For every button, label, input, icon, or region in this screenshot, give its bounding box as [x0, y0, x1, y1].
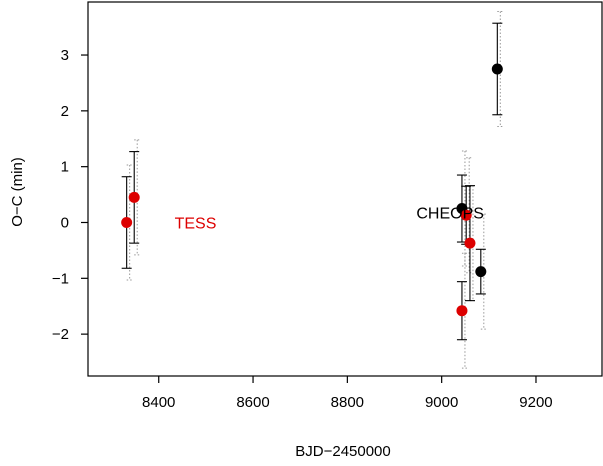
- y-axis-title: O−C (min): [9, 157, 26, 227]
- data-point: [121, 216, 133, 228]
- data-point: [475, 266, 487, 278]
- y-tick-label: 2: [61, 103, 69, 120]
- data-point: [460, 209, 472, 221]
- data-point: [491, 63, 503, 75]
- data-point: [464, 237, 476, 249]
- y-tick-label: 0: [61, 214, 69, 231]
- plot-frame: [87, 1, 603, 377]
- x-tick-label: 8400: [142, 394, 175, 411]
- y-tick-label: −2: [52, 326, 69, 343]
- data-point: [128, 191, 140, 203]
- x-axis-title: BJD−2450000: [295, 443, 391, 460]
- x-tick-label: 8600: [236, 394, 269, 411]
- annotation-label: CHEOPS: [416, 205, 484, 222]
- y-tick-label: 3: [61, 47, 69, 64]
- x-tick-label: 9000: [425, 394, 458, 411]
- x-tick-label: 9200: [519, 394, 552, 411]
- data-point: [456, 305, 468, 317]
- y-tick-label: −1: [52, 270, 69, 287]
- y-tick-label: 1: [61, 159, 69, 176]
- annotation-label: TESS: [175, 215, 217, 232]
- x-tick-label: 8800: [331, 394, 364, 411]
